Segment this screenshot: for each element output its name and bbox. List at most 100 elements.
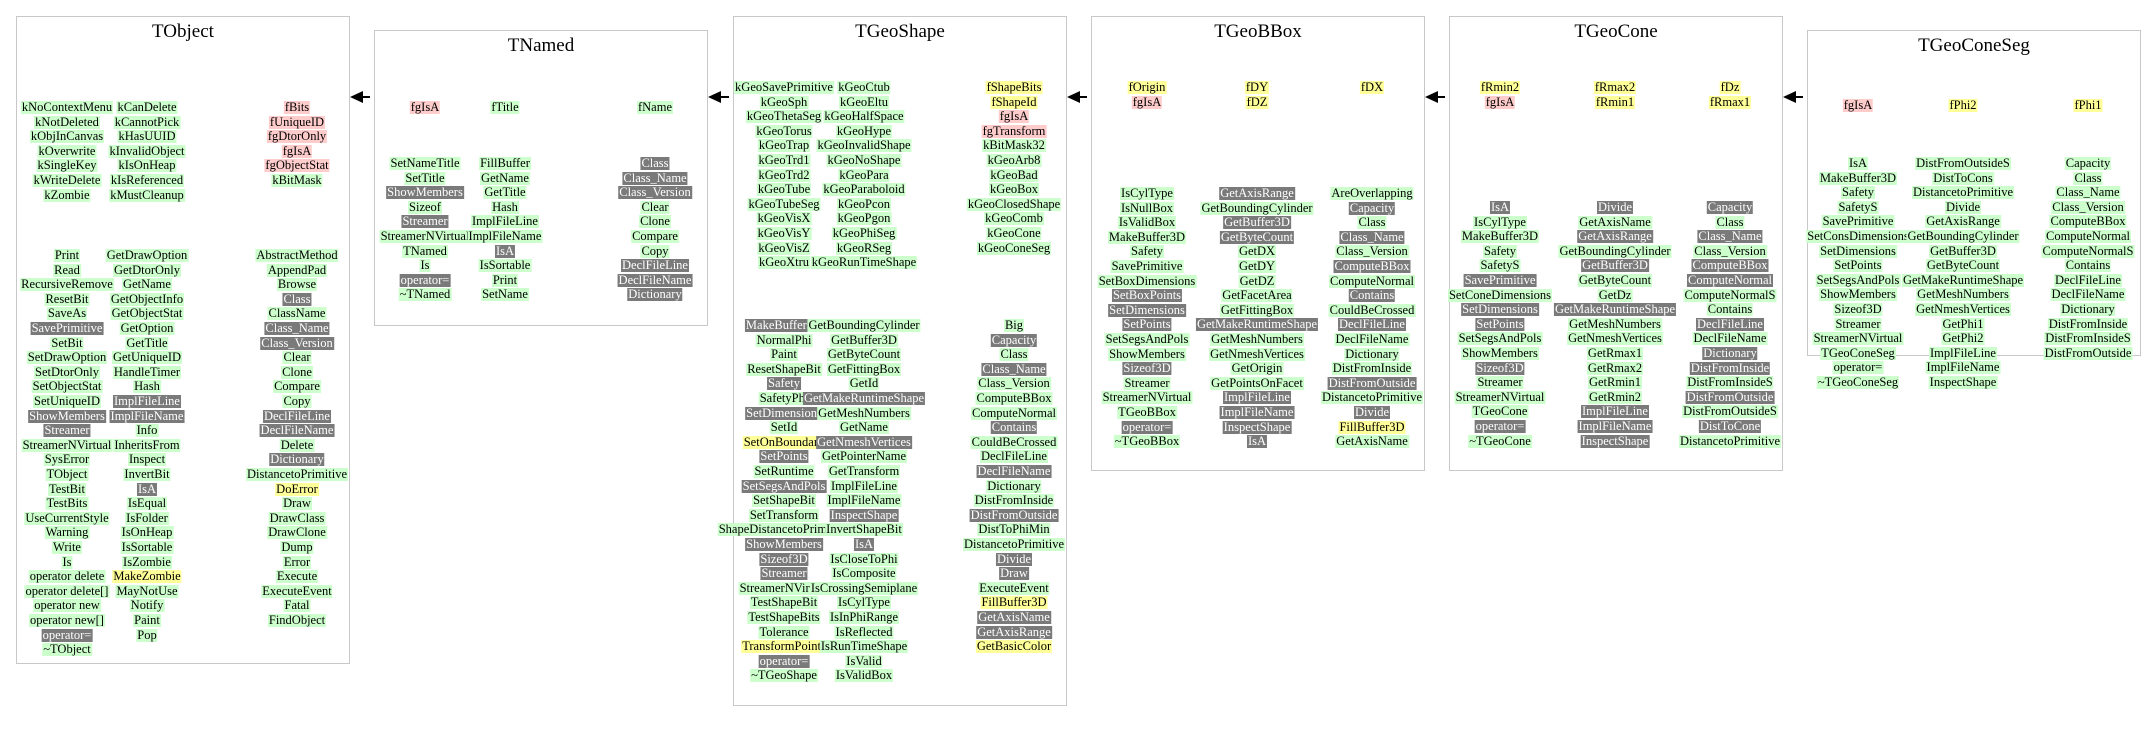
method-testbit: TestBit — [48, 481, 86, 496]
data-member-frmin1: fRmin1 — [1594, 94, 1636, 109]
data-member-kgeocone: kGeoCone — [986, 226, 1042, 240]
method-streamernvirtual: StreamerNVirtual — [1812, 331, 1904, 346]
method-getdtoronly: GetDtorOnly — [113, 262, 181, 277]
method-setpoints: SetPoints — [759, 449, 809, 464]
method-error: Error — [282, 554, 312, 569]
method-implfilename: ImplFileName — [826, 493, 902, 508]
data-member-fphi2: fPhi2 — [1948, 98, 1978, 112]
class-box-tgeocone: TGeoCone fRmin2 fgIsA IsA IsCylType MakeBuffe… — [1447, 16, 1783, 471]
method-streamer: Streamer — [1834, 316, 1882, 331]
method-dictionary: Dictionary — [2060, 302, 2116, 316]
data-member-fphi1: fPhi1 — [2073, 98, 2103, 112]
method-setsegsandpols: SetSegsAndPols — [741, 478, 827, 493]
method-fillbuffer3d: FillBuffer3D — [1338, 419, 1406, 434]
method-fillbuffer: FillBuffer — [479, 156, 531, 170]
method-implfileline: ImplFileLine — [1929, 345, 1997, 360]
method-class-name: Class_Name — [1339, 229, 1405, 244]
method-distfrominside: DistFromInside — [1331, 361, 1413, 376]
data-member-kgeotrd2: kGeoTrd2 — [757, 167, 811, 182]
method-compare: Compare — [273, 379, 321, 394]
data-member-kgeovisx: kGeoVisX — [756, 211, 812, 226]
method-safety: Safety — [1483, 243, 1517, 258]
method-recursiveremove: RecursiveRemove — [20, 277, 114, 292]
method-disttophimin: DistToPhiMin — [977, 522, 1051, 537]
method-streamernvirtual: StreamerNVirtual — [21, 437, 113, 452]
method-distfrominside: DistFromInside — [2047, 316, 2129, 331]
data-member-kgeopgon: kGeoPgon — [836, 211, 892, 226]
method-distancetoprimitive: DistancetoPrimitive — [1912, 185, 2014, 200]
method-getaxisname: GetAxisName — [1335, 434, 1409, 449]
method-class: Class — [640, 156, 670, 170]
method-getaxisrange: GetAxisRange — [976, 624, 1052, 639]
data-member-fgdtoronly: fgDtorOnly — [266, 129, 328, 144]
method-tgeobbox: ~TGeoBBox — [1113, 434, 1181, 449]
method-iscyltype: IsCylType — [1473, 214, 1527, 229]
method-setsegsandpols: SetSegsAndPols — [1815, 272, 1901, 287]
data-member-khasuuid: kHasUUID — [117, 129, 177, 144]
inheritance-arrow — [1425, 91, 1445, 103]
method-setpoints: SetPoints — [1122, 317, 1172, 332]
method-disttocons: DistToCons — [1932, 170, 1994, 185]
class-title: TObject — [152, 21, 214, 42]
data-member-fgisa: fgIsA — [1484, 94, 1516, 109]
method-distfromoutsides: DistFromOutsideS — [1915, 156, 2011, 170]
method-setbit: SetBit — [50, 335, 84, 350]
method-computenormal: ComputeNormal — [2044, 229, 2132, 243]
method-execute: Execute — [275, 569, 319, 584]
method-getaxisrange: GetAxisRange — [1219, 186, 1295, 200]
method-implfileline: ImplFileLine — [1223, 390, 1291, 405]
method-couldbecrossed: CouldBeCrossed — [970, 434, 1058, 449]
method-sizeof3d: Sizeof3D — [1122, 361, 1172, 376]
data-member-fshapebits: fShapeBits — [985, 80, 1043, 94]
method-isclosetophi: IsCloseToPhi — [829, 551, 899, 566]
class-title: TGeoBBox — [1214, 21, 1302, 42]
class-title: TNamed — [507, 35, 575, 56]
method-capacity: Capacity — [1348, 200, 1396, 215]
method-saveprimitive: SavePrimitive — [1110, 259, 1184, 273]
method-classname: ClassName — [267, 306, 327, 321]
method-getname: GetName — [839, 420, 889, 435]
method-sizeof: Sizeof — [408, 199, 442, 214]
arrow-head-icon — [350, 91, 363, 103]
method-getfacetarea: GetFacetArea — [1221, 288, 1293, 303]
method-implfilename: ImplFileName — [1577, 419, 1653, 433]
data-member-kgeoparaboloid: kGeoParaboloid — [822, 182, 906, 197]
method-computenormal: ComputeNormal — [1686, 273, 1774, 287]
method-safety: Safety — [1841, 185, 1875, 200]
method-getoption: GetOption — [119, 321, 175, 335]
method-getbuffer3d: GetBuffer3D — [1929, 243, 1997, 258]
method-setdrawoption: SetDrawOption — [26, 350, 108, 365]
method-draw: Draw — [999, 566, 1029, 581]
method-isnullbox: IsNullBox — [1119, 200, 1175, 215]
method-getpointsonfacet: GetPointsOnFacet — [1210, 375, 1304, 390]
method-setonboundary: SetOnBoundary — [742, 434, 826, 449]
method-testshapebits: TestShapeBits — [747, 610, 821, 624]
method-streamer: Streamer — [401, 214, 449, 229]
data-member-ftitle: fTitle — [490, 100, 520, 114]
method-disttocone: DistToCone — [1698, 419, 1762, 433]
method-distancetoprimitive: DistancetoPrimitive — [963, 537, 1065, 551]
method-distfrominsides: DistFromInsideS — [1686, 375, 1774, 390]
method-computebbox: ComputeBBox — [1691, 258, 1769, 273]
arrow-head-icon — [708, 91, 721, 103]
method-setpoints: SetPoints — [1475, 316, 1525, 331]
method-implfileline: ImplFileLine — [113, 394, 181, 408]
method-saveprimitive: SavePrimitive — [30, 321, 104, 335]
method-getpointername: GetPointerName — [820, 449, 908, 464]
method-iscyltype: IsCylType — [1120, 186, 1174, 200]
method-distfrominsides: DistFromInsideS — [2044, 331, 2132, 346]
data-member-fgobjectstat: fgObjectStat — [264, 158, 330, 173]
method-big: Big — [1003, 318, 1025, 332]
method-implfilename: ImplFileName — [467, 229, 543, 243]
method-getrmin2: GetRmin2 — [1587, 389, 1643, 404]
method-streamer: Streamer — [1123, 375, 1171, 390]
method-inspectshape: InspectShape — [1222, 419, 1292, 434]
method-showmembers: ShowMembers — [28, 408, 106, 423]
method-isinphirange: IsInPhiRange — [828, 610, 900, 624]
method-declfilename: DeclFileName — [2050, 287, 2126, 302]
method-contains: Contains — [1348, 288, 1396, 303]
method-settitle: SetTitle — [404, 170, 446, 185]
method-settransform: SetTransform — [748, 507, 820, 522]
method-getbytecount: GetByteCount — [826, 347, 902, 362]
data-member-fdz: fDz — [1719, 80, 1741, 94]
